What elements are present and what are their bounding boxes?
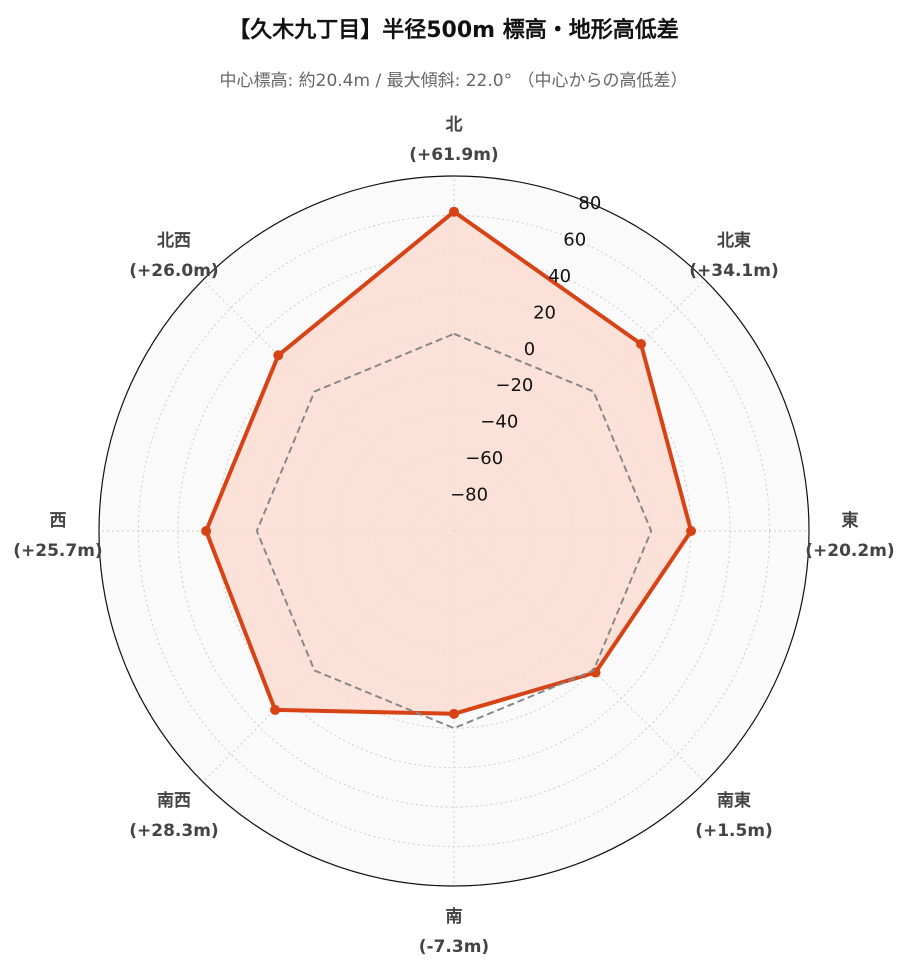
direction-value-2: (+20.2m) (805, 541, 894, 561)
r-tick-label-1: −60 (465, 448, 503, 469)
direction-value-7: (+26.0m) (129, 261, 218, 281)
grid-spoke-3 (453, 530, 706, 783)
direction-label-2: 東 (842, 510, 859, 531)
series-0-point-5 (270, 704, 281, 715)
series-0-point-4 (449, 708, 459, 719)
r-tick-label-5: 20 (533, 302, 556, 323)
direction-label-4: 南 (446, 906, 463, 927)
series-1-polygon (255, 332, 653, 730)
r-tick-label-4: 0 (524, 339, 535, 360)
series-0-point-0 (449, 206, 459, 217)
direction-value-1: (+34.1m) (689, 261, 778, 281)
r-tick-label-3: −20 (495, 375, 533, 396)
grid-spoke-1 (453, 279, 706, 532)
series-0-point-2 (686, 526, 697, 536)
series-0-point-7 (273, 350, 284, 361)
direction-label-6: 西 (50, 511, 67, 531)
direction-value-3: (+1.5m) (695, 821, 773, 841)
direction-label-0: 北 (446, 115, 463, 135)
direction-value-0: (+61.9m) (409, 145, 498, 165)
r-tick-label-0: −80 (450, 485, 488, 506)
direction-label-5: 南西 (157, 790, 191, 811)
r-tick-label-8: 80 (578, 193, 601, 214)
grid-spoke-7 (202, 279, 455, 532)
chart-subtitle: 中心標高: 約20.4m / 最大傾斜: 22.0° （中心からの高低差） (219, 71, 688, 91)
direction-label-3: 南東 (717, 790, 751, 811)
direction-value-6: (+25.7m) (13, 541, 102, 561)
grid-spoke-5 (202, 530, 455, 783)
r-tick-label-6: 40 (548, 266, 571, 287)
direction-label-7: 北西 (157, 231, 191, 251)
plot-outer-circle (98, 175, 810, 887)
r-tick-label-7: 60 (563, 229, 586, 250)
direction-value-4: (-7.3m) (419, 937, 489, 957)
series-0-point-3 (590, 667, 601, 678)
series-0-point-1 (636, 338, 647, 349)
direction-label-1: 北東 (717, 230, 751, 251)
direction-value-5: (+28.3m) (129, 821, 218, 841)
chart-title: 【久木九丁目】半径500m 標高・地形高低差 (228, 18, 679, 43)
series-0-point-6 (201, 526, 212, 536)
r-tick-label-2: −40 (480, 412, 518, 433)
